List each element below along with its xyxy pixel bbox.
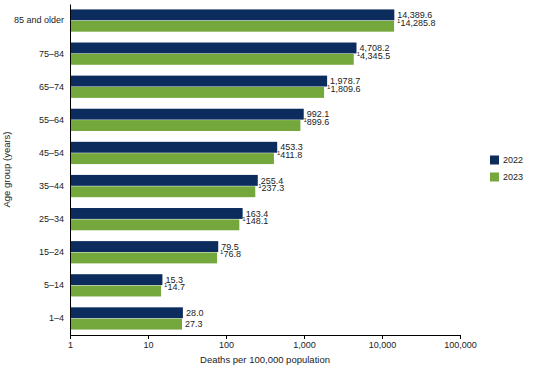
tick-label: 10,000 (369, 340, 397, 350)
tick-label: 25–34 (39, 214, 64, 224)
data-label-text: 4,345.5 (360, 51, 390, 61)
tick-label: 100,000 (444, 340, 477, 350)
tick-label: 45–54 (39, 148, 64, 158)
data-label-text: 14,285.8 (400, 18, 435, 28)
data-label-text: 14.7 (167, 282, 185, 292)
data-label: 11,809.6 (327, 84, 360, 94)
axis-line (70, 5, 71, 336)
legend-swatch (490, 173, 499, 182)
tick: 35–44 (39, 181, 64, 191)
bar (70, 142, 277, 153)
bar (70, 208, 243, 219)
plot: 14,389.64,708.21,978.7992.1453.3255.4163… (14, 5, 477, 351)
tick: 1 (68, 335, 73, 350)
bar (70, 219, 239, 230)
legend: 2022 2023 (490, 155, 523, 182)
data-label: 27.3 (185, 319, 203, 329)
data-label: 1899.6 (303, 117, 329, 127)
tick: 55–64 (39, 115, 64, 125)
tick-mark (70, 335, 71, 339)
bar (70, 274, 162, 285)
tick: 10 (143, 335, 153, 350)
bar (70, 175, 258, 186)
tick: 15–24 (39, 247, 64, 257)
bar (70, 9, 394, 20)
y-axis: 85 and older 75–84 65–74 55–64 45–54 35–44 25–… (14, 5, 71, 336)
bar (70, 43, 356, 54)
tick-label: 100 (219, 340, 234, 350)
tick: 65–74 (39, 82, 64, 92)
data-label-text: 411.8 (280, 150, 302, 160)
legend-swatch (490, 156, 499, 165)
data-label: 28.0 (186, 308, 204, 318)
bar (70, 241, 218, 252)
tick: 5–14 (44, 280, 64, 290)
tick-mark (226, 335, 227, 339)
data-label: 114,285.8 (397, 18, 435, 28)
tick: 25–34 (39, 214, 64, 224)
bars (70, 9, 394, 329)
chart: 14,389.64,708.21,978.7992.1453.3255.4163… (0, 0, 560, 367)
tick-label: 65–74 (39, 82, 64, 92)
data-label-text: 1,809.6 (330, 84, 360, 94)
bar (70, 186, 255, 197)
tick-label: 15–24 (39, 247, 64, 257)
tick-label: 5–14 (44, 280, 64, 290)
tick-label: 1,000 (293, 340, 316, 350)
tick-label: 10 (143, 340, 153, 350)
bar (70, 109, 304, 120)
data-label-text: 899.6 (307, 117, 330, 127)
tick-mark (382, 335, 383, 339)
bar (70, 120, 300, 131)
tick-label: 55–64 (39, 115, 64, 125)
data-label: 1237.3 (258, 183, 284, 193)
bar (70, 286, 161, 297)
tick: 100,000 (444, 335, 477, 350)
data-label: 1148.1 (242, 216, 268, 226)
axis-line (71, 336, 461, 340)
data-label-text: 237.3 (262, 183, 285, 193)
data-label: 114.7 (164, 282, 185, 292)
bar (70, 76, 327, 87)
x-axis-title: Deaths per 100,000 population (200, 354, 330, 365)
bar (70, 87, 324, 98)
tick-mark (460, 335, 461, 339)
bar (70, 21, 394, 32)
data-labels: 14,389.64,708.21,978.7992.1453.3255.4163… (164, 10, 435, 329)
tick-label: 35–44 (39, 181, 64, 191)
data-label-text: 76.8 (223, 249, 241, 259)
tick: 10,000 (369, 335, 397, 350)
tick-label: 85 and older (14, 15, 64, 25)
bar (70, 319, 182, 330)
tick: 1,000 (293, 335, 316, 350)
bar (70, 252, 217, 263)
bar (70, 307, 183, 318)
data-label-text: 27.3 (185, 319, 203, 329)
tick-label: 1–4 (49, 313, 64, 323)
y-axis-title: Age group (years) (1, 131, 12, 207)
data-label: 176.8 (220, 249, 241, 259)
tick: 45–54 (39, 148, 64, 158)
tick-mark (304, 335, 305, 339)
data-label: 14,345.5 (357, 51, 390, 61)
tick: 85 and older (14, 15, 64, 25)
tick: 100 (219, 335, 234, 350)
data-label-text: 148.1 (246, 216, 269, 226)
tick: 1–4 (49, 313, 64, 323)
data-label-text: 28.0 (186, 308, 204, 318)
bar (70, 54, 354, 65)
tick: 75–84 (39, 49, 64, 59)
bar (70, 153, 274, 164)
tick-label: 75–84 (39, 49, 64, 59)
legend-label: 2022 (503, 155, 523, 165)
data-label: 1411.8 (277, 150, 302, 160)
tick-mark (148, 335, 149, 339)
legend-label: 2023 (503, 172, 523, 182)
x-axis: 1 10 100 1,000 10,000 100,000 (68, 335, 477, 350)
tick-label: 1 (68, 340, 73, 350)
